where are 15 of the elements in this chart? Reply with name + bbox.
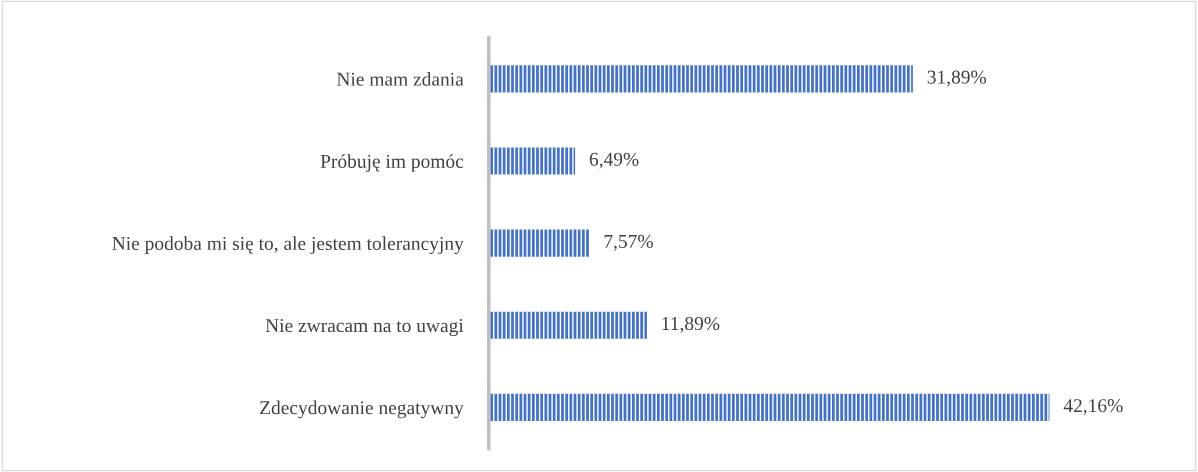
data-label: 6,49% [589, 152, 639, 169]
y-tick-label: Próbuję im pomóc [320, 154, 464, 172]
y-tick-label: Nie podoba mi się to, ale jestem tolerancyjny [112, 236, 464, 255]
data-label: 11,89% [662, 316, 720, 333]
bar [488, 229, 590, 257]
bar [488, 147, 576, 175]
data-label: 7,57% [604, 234, 653, 251]
bar [488, 311, 647, 339]
bar [488, 393, 1050, 421]
data-label: 42,16% [1063, 399, 1123, 415]
bar [488, 65, 913, 93]
y-tick-label: Nie mam zdania [336, 72, 464, 86]
y-tick-label: Zdecydowanie negatywny [260, 400, 464, 419]
data-label: 31,89% [927, 70, 987, 87]
y-tick-label: Nie zwracam na to uwagi [265, 319, 464, 337]
